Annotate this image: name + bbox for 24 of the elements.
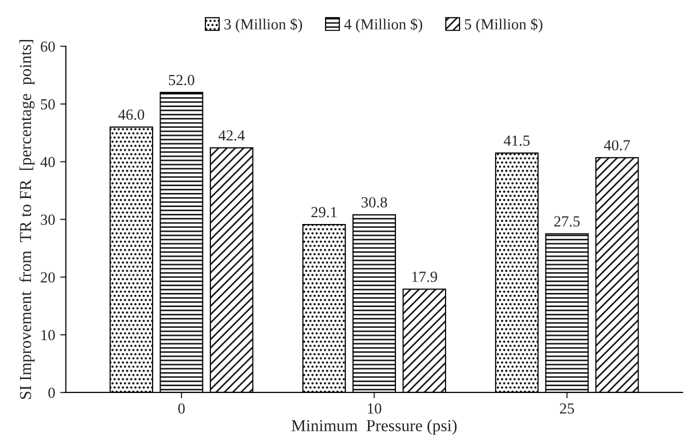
x-tick-label: 25: [560, 403, 574, 414]
data-label: 41.5: [504, 136, 530, 146]
y-tick-label: 60: [40, 41, 55, 52]
data-label: 46.0: [118, 110, 144, 120]
data-label: 27.5: [554, 216, 580, 227]
data-label: 40.7: [604, 140, 630, 150]
data-label: 29.1: [311, 207, 337, 218]
data-label: 17.9: [412, 272, 438, 282]
y-tick-label: 40: [40, 156, 55, 168]
y-axis-title: SI Improvement from TR to FR [percentage points]: [19, 40, 35, 399]
y-tick-label: 50: [41, 99, 55, 110]
legend-label: 5 (Million $): [464, 18, 542, 33]
x-axis-title: Minimum Pressure (psi): [292, 420, 457, 435]
data-label: 30.8: [362, 197, 388, 208]
y-tick-label: 10: [41, 330, 55, 340]
y-tick-label: 20: [40, 272, 55, 283]
data-label: 52.0: [169, 74, 194, 86]
legend-label: 3 (Million $): [224, 18, 302, 33]
y-tick-label: 30: [40, 214, 55, 225]
data-label: 42.4: [218, 130, 245, 141]
x-tick-label: 0: [178, 403, 185, 414]
x-tick-label: 10: [368, 403, 382, 414]
legend-label: 4 (Million $): [344, 18, 422, 33]
y-tick-label: 0: [48, 388, 55, 398]
